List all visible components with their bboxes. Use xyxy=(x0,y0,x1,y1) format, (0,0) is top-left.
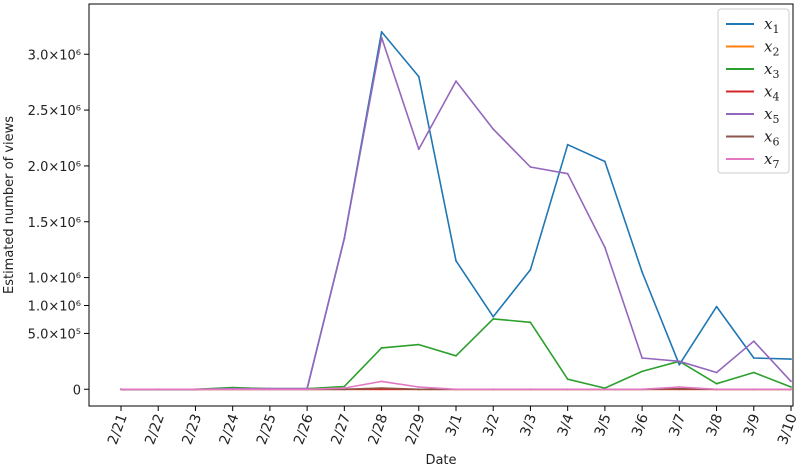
data-point-x7-3-10 xyxy=(790,388,792,391)
data-point-x7-3-9 xyxy=(752,388,755,391)
x-tick-label: 2/22 xyxy=(142,412,168,447)
y-axis-label: Estimated number of views xyxy=(2,116,17,294)
x-tick-label: 3/5 xyxy=(592,412,615,439)
x-tick-label: 2/29 xyxy=(403,412,429,447)
x-tick-label: 2/26 xyxy=(291,412,317,447)
data-point-x7-2-28 xyxy=(380,380,383,383)
data-point-x7-3-5 xyxy=(604,388,606,391)
x-tick-label: 3/9 xyxy=(741,412,764,439)
x-tick-label: 2/23 xyxy=(179,412,205,447)
data-point-x1-2-29 xyxy=(417,75,420,78)
data-point-x3-3-4 xyxy=(566,378,569,381)
x-axis-label: Date xyxy=(425,453,456,468)
x-tick-label: 2/25 xyxy=(254,412,280,447)
data-point-x3-3-6 xyxy=(641,370,643,373)
x-tick-label: 3/6 xyxy=(629,412,652,439)
x-tick-label: 2/21 xyxy=(105,412,131,447)
data-point-x7-3-6 xyxy=(641,388,643,391)
y-tick-label: 3.0×10⁶ xyxy=(28,48,81,63)
data-point-x5-3-7 xyxy=(678,360,681,363)
y-tick-label: 1.0×10⁶ xyxy=(28,272,81,287)
x-tick-label: 3/10 xyxy=(775,412,800,447)
data-point-x3-3-1 xyxy=(455,354,457,357)
data-point-x1-2-28 xyxy=(380,31,383,33)
data-point-x3-2-27 xyxy=(343,385,346,388)
data-point-x1-3-3 xyxy=(529,268,532,271)
data-point-x7-2-29 xyxy=(417,386,420,388)
series-layer xyxy=(120,31,792,391)
data-point-x5-3-5 xyxy=(604,246,606,249)
data-point-x6-3-7 xyxy=(678,387,681,390)
data-point-x5-3-9 xyxy=(752,340,755,343)
data-point-x3-3-3 xyxy=(529,321,532,324)
y-tick-label: 2.5×10⁶ xyxy=(28,104,81,119)
data-point-x1-3-9 xyxy=(752,357,755,359)
y-tick-label: 1.0×10⁶ xyxy=(28,300,81,315)
x-tick-label: 2/27 xyxy=(328,412,354,447)
x-tick-label: 3/7 xyxy=(666,412,689,439)
y-tick-label: 0 xyxy=(73,383,81,398)
data-point-x7-3-2 xyxy=(492,388,495,391)
x-tick-label: 2/28 xyxy=(366,412,392,447)
data-point-x1-3-6 xyxy=(641,271,643,273)
data-point-x5-3-4 xyxy=(566,172,569,175)
data-point-x3-3-9 xyxy=(752,371,755,374)
data-point-x5-3-8 xyxy=(715,371,718,374)
data-point-x7-3-1 xyxy=(455,388,457,391)
data-point-x1-3-4 xyxy=(566,143,569,146)
y-tick-label: 5.0×10⁵ xyxy=(28,327,81,342)
data-point-x5-2-27 xyxy=(343,237,346,240)
data-point-x5-3-10 xyxy=(790,380,792,383)
data-point-x7-2-24 xyxy=(231,388,234,391)
x-tick-label: 3/1 xyxy=(443,412,466,439)
data-point-x1-3-8 xyxy=(715,305,718,308)
data-point-x7-2-26 xyxy=(306,388,308,391)
x-tick-label: 3/8 xyxy=(704,412,727,439)
data-point-x5-2-29 xyxy=(417,148,420,151)
data-point-x7-2-21 xyxy=(120,388,122,391)
data-point-x7-2-22 xyxy=(157,388,160,391)
data-point-x6-2-28 xyxy=(380,387,383,389)
data-point-x5-3-6 xyxy=(641,357,643,359)
data-point-x5-3-2 xyxy=(492,128,495,131)
y-axis: 0 5.0×10⁵ 1.0×10⁶ 1.0×10⁶ 1.5×10⁶ 2.0×10⁶ 2.5×… xyxy=(28,48,89,398)
data-point-x3-3-10 xyxy=(790,386,792,388)
data-point-x5-3-1 xyxy=(455,80,457,82)
x-tick-label: 2/24 xyxy=(217,412,243,447)
data-point-x1-3-5 xyxy=(604,160,606,163)
data-point-x1-3-2 xyxy=(492,315,495,318)
data-point-x1-3-10 xyxy=(790,358,792,360)
x-tick-label: 3/4 xyxy=(555,412,578,439)
x-tick-label: 3/2 xyxy=(480,412,503,439)
y-tick-label: 2.0×10⁶ xyxy=(28,160,81,175)
data-point-x3-3-8 xyxy=(715,382,718,385)
data-point-x7-2-23 xyxy=(194,388,197,391)
x-tick-label: 3/3 xyxy=(517,412,540,439)
data-point-x5-3-3 xyxy=(529,166,532,168)
plot-frame xyxy=(88,3,794,407)
y-tick-label: 1.5×10⁶ xyxy=(28,216,81,231)
data-point-x7-3-3 xyxy=(529,388,532,391)
data-point-x1-3-7 xyxy=(678,363,681,366)
data-point-x3-2-28 xyxy=(380,347,383,349)
data-point-x7-3-8 xyxy=(715,388,718,391)
data-point-x6-2-29 xyxy=(417,388,420,391)
data-point-x7-2-25 xyxy=(269,388,271,391)
data-point-x3-2-29 xyxy=(417,343,420,346)
x-axis: 2/21 2/22 2/23 2/24 2/25 2/26 2/27 2/28 2/29 3/1 3… xyxy=(105,406,800,447)
data-point-x7-3-4 xyxy=(566,388,569,391)
data-point-x1-3-1 xyxy=(455,259,457,262)
data-point-x7-3-7 xyxy=(678,386,681,388)
data-point-x3-3-2 xyxy=(492,318,495,320)
data-point-x5-2-28 xyxy=(380,36,383,39)
data-point-x7-2-27 xyxy=(343,387,346,389)
